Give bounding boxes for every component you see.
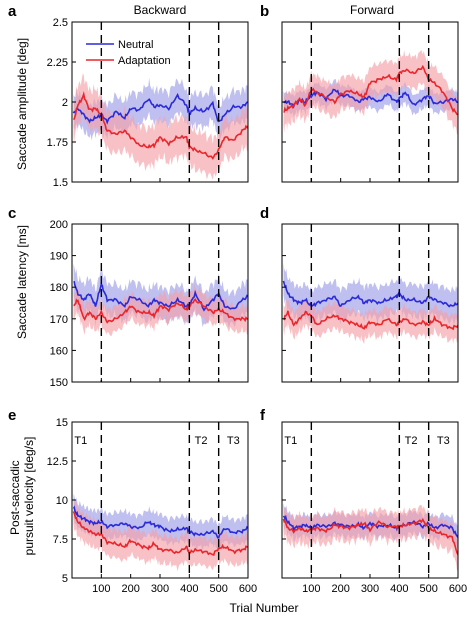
legend-label-adaptation: Adaptation bbox=[118, 55, 171, 67]
xtick-label-f: 500 bbox=[419, 583, 437, 595]
panel-e: 5 7.5 10 12.5 15 100 200 300 400 500 600 T1 T2 T3 bbox=[47, 417, 258, 595]
band-adaptation-e bbox=[73, 496, 248, 572]
annotation-t2-f: T2 bbox=[405, 435, 418, 447]
xtick-label-e: 500 bbox=[209, 583, 227, 595]
panel-c: 150 160 170 180 190 200 bbox=[50, 219, 249, 389]
band-adaptation-b bbox=[283, 49, 458, 135]
line-adaptation-b bbox=[283, 64, 458, 116]
ytick-label-a: 2.25 bbox=[47, 57, 68, 69]
legend-label-neutral: Neutral bbox=[118, 39, 153, 51]
title-backward: Backward bbox=[134, 3, 187, 17]
panel-a: 1.5 1.75 2 2.25 2.5 bbox=[47, 17, 249, 189]
annotation-t1-e: T1 bbox=[74, 435, 87, 447]
ytick-label-c: 200 bbox=[50, 219, 68, 231]
panel-label-b: b bbox=[260, 3, 269, 20]
panel-d bbox=[281, 223, 459, 383]
ytick-label-e: 7.5 bbox=[53, 534, 68, 546]
line-neutral-c bbox=[73, 281, 248, 312]
panel-label-c: c bbox=[8, 205, 16, 222]
annotation-t3-e: T3 bbox=[227, 435, 240, 447]
plot-area-d bbox=[282, 262, 458, 345]
ytick-label-c: 150 bbox=[50, 377, 68, 389]
xlabel: Trial Number bbox=[230, 601, 299, 615]
plot-area-e bbox=[72, 494, 248, 572]
panel-label-d: d bbox=[260, 205, 269, 222]
ylabel-velocity: Post-saccadic pursuit velocity [deg/s] bbox=[8, 437, 36, 556]
xtick-label-f: 600 bbox=[449, 583, 467, 595]
xtick-label-e: 400 bbox=[180, 583, 198, 595]
line-adaptation-a bbox=[72, 90, 248, 160]
plot-area-c bbox=[73, 263, 248, 336]
line-adaptation-f bbox=[282, 518, 458, 555]
ytick-label-e: 5 bbox=[62, 573, 68, 585]
ytick-label-a: 1.5 bbox=[53, 177, 68, 189]
annotation-t1-f: T1 bbox=[284, 435, 297, 447]
ytick-label-a: 1.75 bbox=[47, 137, 68, 149]
ytick-label-c: 160 bbox=[50, 345, 68, 357]
panel-label-f: f bbox=[260, 407, 266, 424]
panel-b bbox=[281, 21, 459, 183]
band-adaptation-f bbox=[283, 503, 458, 571]
line-neutral-e bbox=[72, 505, 248, 539]
line-neutral-d bbox=[282, 280, 458, 309]
panel-label-e: e bbox=[8, 407, 16, 424]
line-neutral-a bbox=[72, 92, 248, 125]
xtick-label-f: 300 bbox=[361, 583, 379, 595]
ytick-label-e: 12.5 bbox=[47, 456, 68, 468]
annotation-t3-f: T3 bbox=[437, 435, 450, 447]
band-adaptation-c bbox=[73, 283, 248, 336]
xtick-label-f: 200 bbox=[331, 583, 349, 595]
ytick-label-e: 10 bbox=[56, 495, 68, 507]
ylabel-velocity-line1: Post-saccadic bbox=[8, 460, 22, 535]
ylabel-amplitude: Saccade amplitude [deg] bbox=[15, 38, 29, 170]
xtick-label-e: 200 bbox=[121, 583, 139, 595]
ytick-label-a: 2 bbox=[62, 97, 68, 109]
ytick-label-c: 170 bbox=[50, 314, 68, 326]
xtick-label-e: 600 bbox=[239, 583, 257, 595]
ytick-label-a: 2.5 bbox=[53, 17, 68, 29]
line-adaptation-c bbox=[73, 297, 248, 324]
axes-frame-f bbox=[281, 421, 459, 579]
xtick-label-f: 100 bbox=[302, 583, 320, 595]
xtick-label-e: 300 bbox=[151, 583, 169, 595]
line-neutral-b bbox=[282, 88, 458, 109]
ytick-label-e: 15 bbox=[56, 417, 68, 429]
panel-f: 100 200 300 400 500 600 T1 T2 T3 bbox=[281, 421, 467, 595]
ylabel-latency: Saccade latency [ms] bbox=[15, 225, 29, 339]
plot-area-a bbox=[72, 73, 248, 180]
line-adaptation-d bbox=[282, 310, 458, 331]
ytick-label-c: 180 bbox=[50, 282, 68, 294]
band-adaptation-d bbox=[283, 299, 458, 345]
plot-area-f bbox=[282, 503, 458, 571]
title-forward: Forward bbox=[350, 3, 394, 17]
plot-area-b bbox=[282, 49, 458, 135]
legend: Neutral Adaptation bbox=[86, 39, 171, 67]
ylabel-velocity-line2: pursuit velocity [deg/s] bbox=[22, 437, 36, 556]
line-adaptation-e bbox=[72, 511, 248, 556]
panel-label-a: a bbox=[8, 3, 17, 20]
xtick-label-f: 400 bbox=[390, 583, 408, 595]
xtick-label-e: 100 bbox=[92, 583, 110, 595]
ytick-label-c: 190 bbox=[50, 251, 68, 263]
annotation-t2-e: T2 bbox=[195, 435, 208, 447]
